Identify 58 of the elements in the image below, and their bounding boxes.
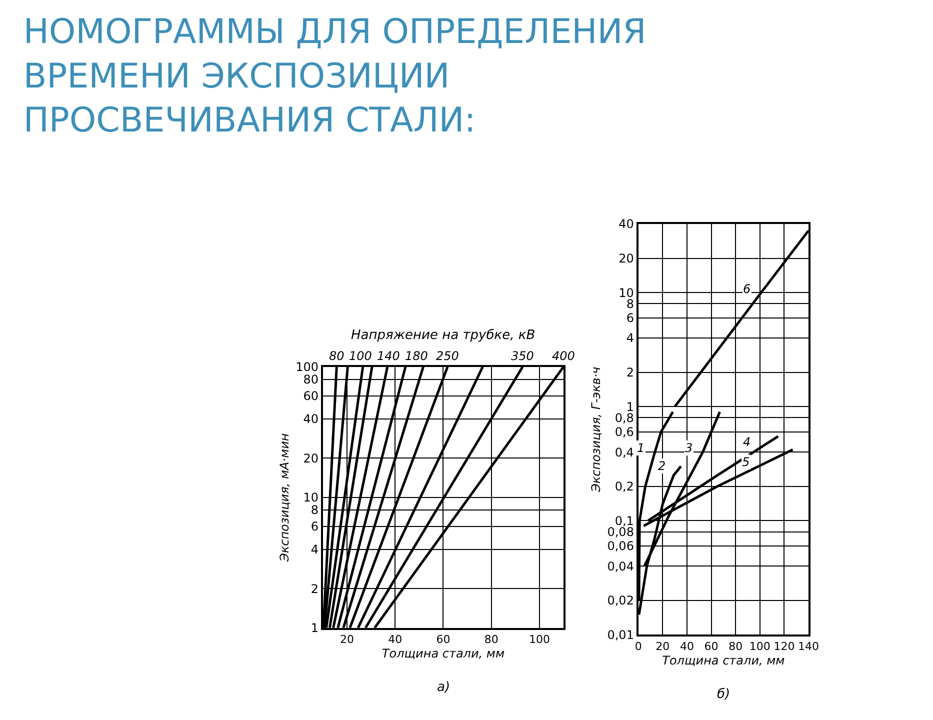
annotation: 350 xyxy=(511,349,534,363)
y-tick-label: 80 xyxy=(303,372,319,387)
y-tick-label: 0,6 xyxy=(614,425,634,440)
y-tick-label: 0,06 xyxy=(607,539,634,554)
x-tick-label: 40 xyxy=(388,633,402,646)
y-tick-label: 20 xyxy=(618,252,634,266)
annotation: 1 xyxy=(637,441,645,455)
annotation: 5 xyxy=(742,455,750,469)
annotation: 6 xyxy=(743,282,751,296)
y-tick-label: 0,02 xyxy=(607,594,634,608)
y-tick-label: 40 xyxy=(618,217,634,232)
y-axis-title: Экспозиция, мА·мин xyxy=(277,433,292,562)
text: б) xyxy=(717,687,730,702)
x-axis-title: Толщина стали, мм xyxy=(382,646,505,661)
annotation: 250 xyxy=(436,349,460,363)
x-tick-label: 100 xyxy=(749,640,770,653)
x-tick-label: 60 xyxy=(436,633,450,646)
y-tick-label: 4 xyxy=(626,331,634,346)
y-tick-label: 6 xyxy=(310,520,319,534)
y-tick-label: 100 xyxy=(296,360,319,374)
x-tick-label: 20 xyxy=(656,640,670,653)
y-tick-label: 4 xyxy=(310,542,319,557)
annotation: 2 xyxy=(658,459,666,473)
annotation: 4 xyxy=(743,435,751,449)
x-tick-label: 80 xyxy=(484,633,498,646)
annotation: 400 xyxy=(552,349,576,363)
x-tick-label: 40 xyxy=(680,640,694,653)
y-tick-label: 0,2 xyxy=(614,480,634,494)
x-tick-label: 60 xyxy=(704,640,718,653)
annotation: 3 xyxy=(685,441,693,455)
y-tick-label: 8 xyxy=(310,503,319,518)
y-tick-label: 0,04 xyxy=(607,559,634,574)
x-tick-label: 20 xyxy=(340,633,354,646)
chart-subtitle: Напряжение на трубке, кВ xyxy=(351,328,536,343)
y-tick-label: 40 xyxy=(303,412,319,426)
y-tick-label: 6 xyxy=(626,311,634,326)
annotation: 100 xyxy=(349,349,372,363)
text: а) xyxy=(437,680,450,695)
annotation: 140 xyxy=(377,349,400,363)
x-tick-label: 80 xyxy=(728,640,743,653)
x-tick-label: 100 xyxy=(528,633,550,646)
annotation: 180 xyxy=(405,349,428,363)
y-tick-label: 60 xyxy=(303,388,319,403)
x-tick-label: 120 xyxy=(774,640,795,653)
annotation: 80 xyxy=(329,349,345,363)
y-tick-label: 0,4 xyxy=(614,445,634,460)
y-tick-label: 2 xyxy=(626,366,634,380)
y-tick-label: 2 xyxy=(310,582,319,596)
y-tick-label: 0,1 xyxy=(614,514,634,528)
y-tick-label: 1 xyxy=(310,621,319,636)
y-axis-title: Экспозиция, Г-экв·ч xyxy=(589,366,604,493)
x-tick-label: 140 xyxy=(798,640,820,653)
x-tick-label: 0 xyxy=(634,640,642,653)
x-axis-title: Толщина стали, мм xyxy=(662,653,785,668)
y-tick-label: 0,01 xyxy=(607,628,634,642)
y-tick-label: 20 xyxy=(303,451,319,466)
chart-title: НОМОГРАММЫ ДЛЯ ОПРЕДЕЛЕНИЯ ВРЕМЕНИ ЭКСПОЗИЦИИ ПРОСВЕЧИВАНИЯ СТАЛИ: xyxy=(23,12,646,141)
y-tick-label: 10 xyxy=(303,490,319,505)
